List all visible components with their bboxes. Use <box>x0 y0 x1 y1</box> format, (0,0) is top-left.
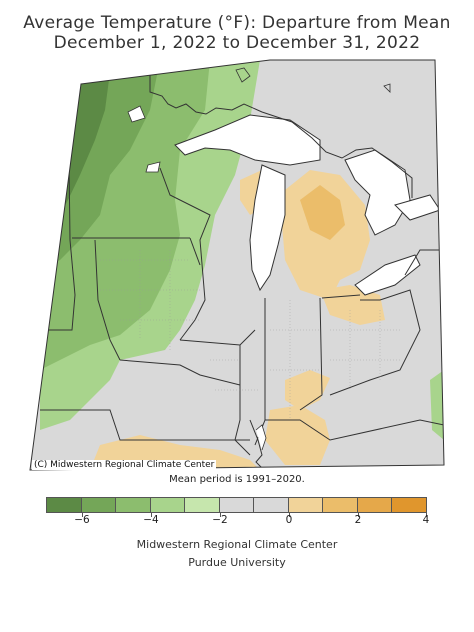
kentucky-lake <box>255 424 267 451</box>
lake-erie <box>354 254 421 296</box>
warm-patch-ohio <box>320 285 385 325</box>
lake-of-the-woods <box>127 105 146 123</box>
state-borders <box>40 81 444 456</box>
northern-coastline <box>149 75 413 198</box>
legend-swatch-2 <box>116 498 151 512</box>
red-lake <box>145 161 161 173</box>
map-credit: (C) Midwestern Regional Climate Center <box>32 460 217 470</box>
legend-swatch-6 <box>254 498 289 512</box>
county-lines <box>100 250 400 420</box>
legend-tick <box>358 513 359 517</box>
mean-period-note: Mean period is 1991–2020. <box>169 474 305 485</box>
lake-michigan <box>249 164 286 292</box>
footer-organization: Midwestern Regional Climate Center <box>136 538 338 551</box>
legend-swatch-4 <box>185 498 220 512</box>
legend-label-4: 4 <box>422 514 430 526</box>
warm-patch-michigan-core <box>300 185 345 240</box>
warm-patch-indiana <box>285 370 330 410</box>
legend-tick <box>289 513 290 517</box>
footer-university: Purdue University <box>188 556 286 569</box>
legend-label-2: 2 <box>354 514 362 526</box>
legend-swatch-8 <box>323 498 358 512</box>
legend-swatch-5 <box>219 498 255 512</box>
legend-swatch-9 <box>357 498 393 512</box>
map-frame <box>29 59 445 471</box>
legend-swatch-3 <box>150 498 186 512</box>
legend-label-minus-2: −2 <box>212 514 228 526</box>
legend-swatch-0 <box>47 498 82 512</box>
legend-label-0: 0 <box>285 514 293 526</box>
mississippi-river <box>249 419 265 470</box>
legend-tick <box>220 513 221 517</box>
lake-superior <box>174 114 321 166</box>
map-date-range: December 1, 2022 to December 31, 2022 <box>53 33 421 53</box>
legend-swatch-7 <box>288 498 324 512</box>
legend-tick <box>82 513 83 517</box>
small-lake <box>383 83 391 93</box>
legend-tick <box>151 513 152 517</box>
map-title: Average Temperature (°F): Departure from… <box>23 13 451 33</box>
legend-swatch-1 <box>81 498 117 512</box>
legend-label-minus-4: −4 <box>143 514 159 526</box>
legend-swatch-10 <box>392 498 427 512</box>
color-legend <box>46 497 427 513</box>
lake-nipigon <box>235 67 251 83</box>
legend-label-minus-6: −6 <box>74 514 90 526</box>
legend-tick <box>426 513 427 517</box>
